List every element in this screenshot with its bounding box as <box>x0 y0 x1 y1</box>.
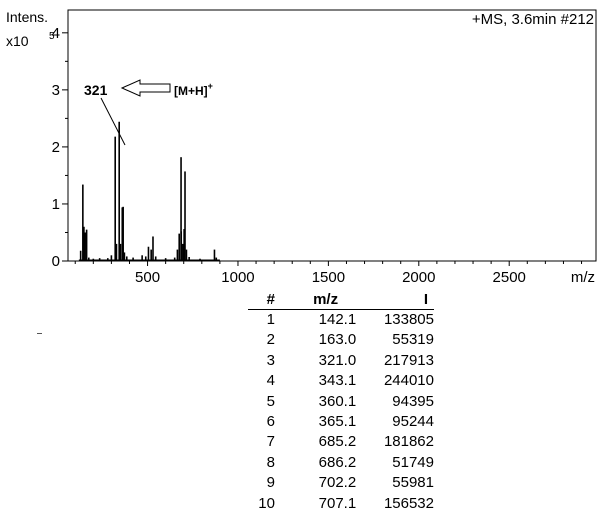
cell-index: 3 <box>266 351 275 369</box>
cell-mz: 343.1 <box>318 372 357 390</box>
x-tick-label: 2000 <box>402 269 435 286</box>
peak-table-body: 1 142.1 133805 2 163.0 55319 3 321.0 217913 4 343.… <box>248 310 434 515</box>
cell-intensity: 244010 <box>383 372 434 390</box>
stray-dash-mark <box>37 333 42 334</box>
cell-mz: 360.1 <box>318 392 357 410</box>
table-row: 7 685.2 181862 <box>248 432 434 452</box>
cell-mz: 702.2 <box>318 474 357 492</box>
cell-intensity: 51749 <box>392 453 434 471</box>
cell-mz: 707.1 <box>318 494 357 512</box>
y-axis-ticks: 0 1 2 3 4 <box>52 25 68 270</box>
y-tick-label: 1 <box>52 196 60 213</box>
y-axis-multiplier: x10 <box>6 33 29 49</box>
cell-index: 8 <box>266 453 275 471</box>
cell-intensity: 133805 <box>383 311 434 328</box>
y-axis-title: Intens. <box>6 9 48 25</box>
cell-index: 9 <box>266 474 275 492</box>
cell-mz: 686.2 <box>318 453 357 471</box>
cell-intensity: 217913 <box>383 351 434 369</box>
column-header-mz: m/z <box>313 291 339 308</box>
x-axis-label: m/z <box>571 269 595 286</box>
cell-intensity: 156532 <box>383 494 434 512</box>
cell-index: 10 <box>258 494 275 512</box>
y-tick-label: 2 <box>52 139 60 156</box>
cell-intensity: 94395 <box>392 392 434 410</box>
peak-list-table: # m/z I 1 142.1 133805 2 163.0 55319 3 321.0 217… <box>248 290 434 514</box>
ion-formula: [M+H] <box>174 84 208 98</box>
cell-mz: 365.1 <box>318 413 357 431</box>
table-row: 2 163.0 55319 <box>248 330 434 350</box>
peak-annotation: 321 [M+H]+ <box>84 79 213 146</box>
column-header-index: # <box>266 291 275 308</box>
table-header-row: # m/z I <box>248 290 434 310</box>
spectrum-peaks <box>78 121 220 261</box>
table-row: 3 321.0 217913 <box>248 351 434 371</box>
y-tick-label: 4 <box>52 25 60 42</box>
cell-index: 1 <box>266 311 275 328</box>
annotation-arrow-icon <box>120 79 171 97</box>
annotated-peak-label: 321 <box>84 82 108 98</box>
column-header-intensity: I <box>423 291 428 308</box>
cell-mz: 142.1 <box>318 311 357 328</box>
x-tick-label: 2500 <box>493 269 526 286</box>
table-row: 8 686.2 51749 <box>248 453 434 473</box>
cell-intensity: 95244 <box>392 413 434 431</box>
cell-mz: 163.0 <box>318 331 357 349</box>
x-tick-label: 1000 <box>221 269 254 286</box>
cell-mz: 685.2 <box>318 433 357 451</box>
spectrum-header-label: +MS, 3.6min #212 <box>472 11 594 28</box>
cell-index: 2 <box>266 331 275 349</box>
table-row: 10 707.1 156532 <box>248 494 434 514</box>
table-row: 9 702.2 55981 <box>248 473 434 493</box>
x-axis-ticks: 500 1000 1500 2000 2500 <box>74 261 583 286</box>
table-row: 5 360.1 94395 <box>248 392 434 412</box>
cell-index: 5 <box>266 392 275 410</box>
x-tick-label: 1500 <box>312 269 345 286</box>
table-row: 4 343.1 244010 <box>248 371 434 391</box>
x-tick-label: 500 <box>135 269 160 286</box>
cell-intensity: 55981 <box>392 474 434 492</box>
y-tick-label: 0 <box>52 253 60 270</box>
cell-index: 6 <box>266 413 275 431</box>
plot-frame <box>67 9 597 262</box>
ion-label: [M+H]+ <box>174 81 213 98</box>
annotation-leader-line <box>100 97 126 146</box>
table-row: 1 142.1 133805 <box>248 310 434 331</box>
cell-intensity: 55319 <box>392 331 434 349</box>
cell-intensity: 181862 <box>383 433 434 451</box>
cell-index: 7 <box>266 433 275 451</box>
plot-border <box>67 9 597 262</box>
y-tick-label: 3 <box>52 82 60 99</box>
ion-charge: + <box>208 81 213 91</box>
cell-mz: 321.0 <box>318 351 357 369</box>
cell-index: 4 <box>266 372 275 390</box>
table-row: 6 365.1 95244 <box>248 412 434 432</box>
y-axis-exponent: 5 <box>49 31 55 42</box>
